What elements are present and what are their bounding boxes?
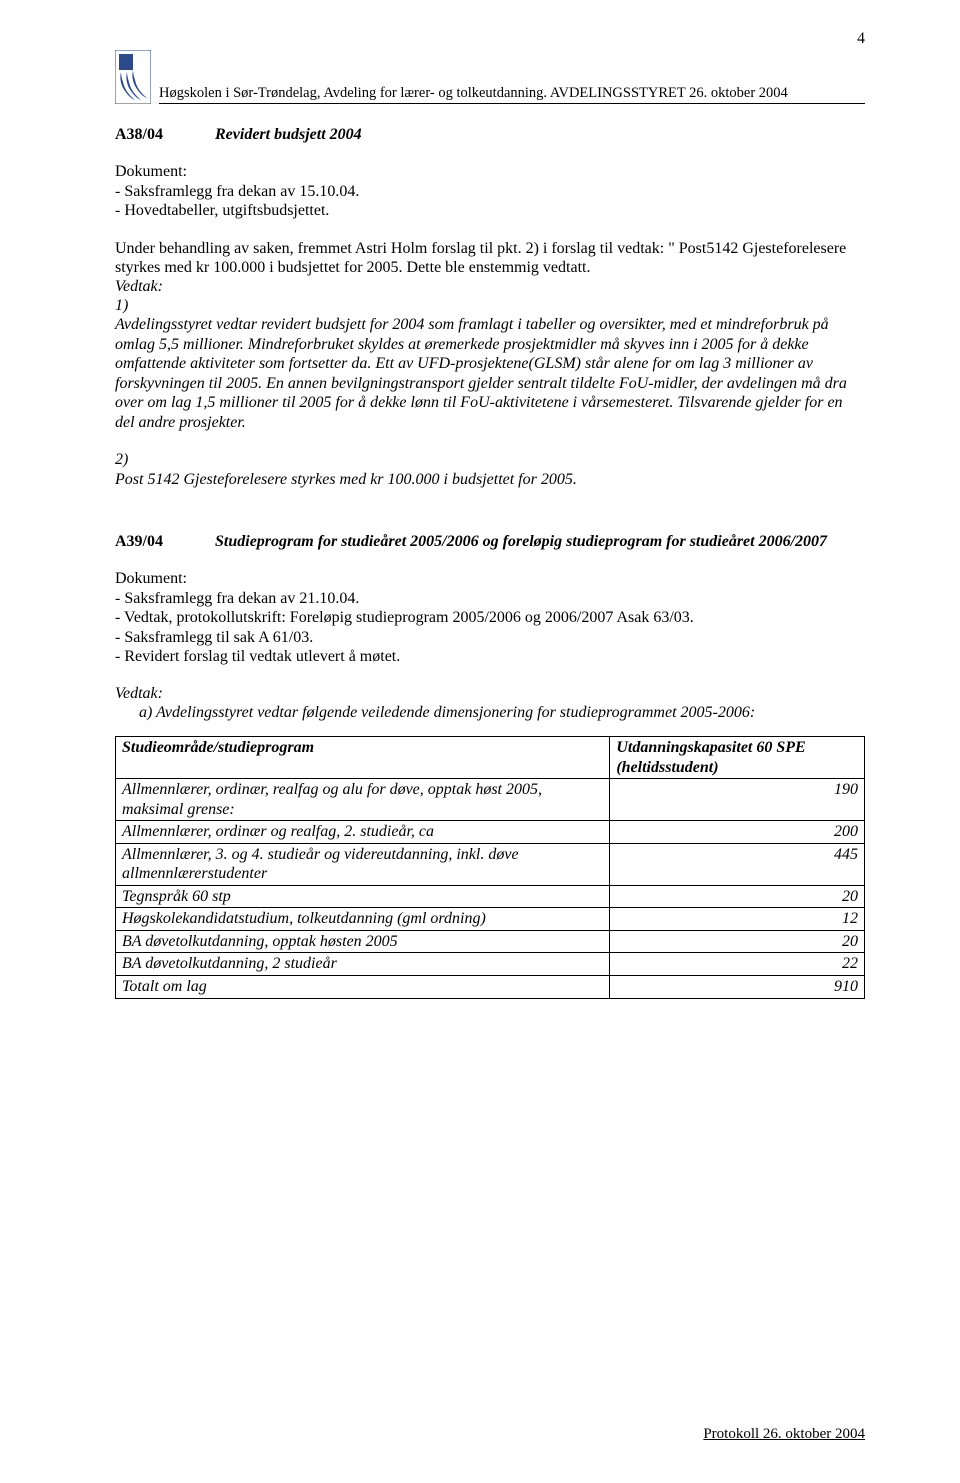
- table-cell-value: 12: [610, 908, 865, 931]
- a39-doc-line-4: - Revidert forslag til vedtak utlevert å…: [115, 648, 400, 665]
- table-row: Totalt om lag 910: [116, 975, 865, 998]
- a38-behandling-para: Under behandling av saken, fremmet Astri…: [115, 239, 865, 278]
- table-cell-label: Allmennlærer, 3. og 4. studieår og vider…: [116, 843, 610, 885]
- a38-vedtak-label: Vedtak:: [115, 278, 865, 296]
- table-row: Allmennlærer, ordinær, realfag og alu fo…: [116, 779, 865, 821]
- section-a38-title-row: A38/04 Revidert budsjett 2004: [115, 126, 865, 144]
- a38-dokument-block: Dokument: - Saksframlegg fra dekan av 15…: [115, 162, 865, 221]
- a39-dokument-block: Dokument: - Saksframlegg fra dekan av 21…: [115, 569, 865, 667]
- table-row: Allmennlærer, ordinær og realfag, 2. stu…: [116, 821, 865, 844]
- table-cell-value: 20: [610, 885, 865, 908]
- section-id-a38: A38/04: [115, 126, 215, 144]
- table-header-row: Studieområde/studieprogram Utdanningskap…: [116, 737, 865, 779]
- table-cell-value: 20: [610, 930, 865, 953]
- a39-doc-line-3: - Saksframlegg til sak A 61/03.: [115, 629, 313, 646]
- a38-doc-line-2: - Hovedtabeller, utgiftsbudsjettet.: [115, 202, 329, 219]
- page-number: 4: [857, 30, 865, 48]
- a39-doc-line-1: - Saksframlegg fra dekan av 21.10.04.: [115, 590, 359, 607]
- a38-vedtak-item-1: 1) Avdelingsstyret vedtar revidert budsj…: [115, 296, 865, 433]
- col2-line2: (heltidsstudent): [616, 759, 718, 776]
- table-cell-label: Allmennlærer, ordinær, realfag og alu fo…: [116, 779, 610, 821]
- a38-item1-num: 1): [115, 297, 128, 314]
- table-cell-value: 190: [610, 779, 865, 821]
- table-cell-label: Allmennlærer, ordinær og realfag, 2. stu…: [116, 821, 610, 844]
- a39-vedtak-label: Vedtak:: [115, 685, 865, 703]
- section-title-a39: Studieprogram for studieåret 2005/2006 o…: [215, 533, 865, 551]
- table-col1-header: Studieområde/studieprogram: [116, 737, 610, 779]
- table-cell-label: BA døvetolkutdanning, opptak høsten 2005: [116, 930, 610, 953]
- a38-item2-num: 2): [115, 451, 128, 468]
- table-cell-label: BA døvetolkutdanning, 2 studieår: [116, 953, 610, 976]
- table-cell-value: 445: [610, 843, 865, 885]
- a38-item2-text: Post 5142 Gjesteforelesere styrkes med k…: [115, 471, 577, 488]
- document-page: 4 Høgskolen i Sør-Trøndelag, Avdeling fo…: [0, 0, 960, 1483]
- a38-vedtak-item-2: 2) Post 5142 Gjesteforelesere styrkes me…: [115, 450, 865, 489]
- table-cell-value: 200: [610, 821, 865, 844]
- study-program-table: Studieområde/studieprogram Utdanningskap…: [115, 736, 865, 998]
- section-id-a39: A39/04: [115, 533, 215, 551]
- table-cell-value: 22: [610, 953, 865, 976]
- section-spacer: [115, 507, 865, 533]
- section-a39-title-row: A39/04 Studieprogram for studieåret 2005…: [115, 533, 865, 551]
- table-row: BA døvetolkutdanning, 2 studieår 22: [116, 953, 865, 976]
- page-footer: Protokoll 26. oktober 2004: [703, 1426, 865, 1443]
- a38-item1-text: Avdelingsstyret vedtar revidert budsjett…: [115, 316, 847, 431]
- table-cell-value: 910: [610, 975, 865, 998]
- dokument-label: Dokument:: [115, 163, 187, 180]
- table-row: Tegnspråk 60 stp 20: [116, 885, 865, 908]
- col2-line1: Utdanningskapasitet 60 SPE: [616, 739, 805, 756]
- table-row: Allmennlærer, 3. og 4. studieår og vider…: [116, 843, 865, 885]
- table-cell-label: Tegnspråk 60 stp: [116, 885, 610, 908]
- table-col2-header: Utdanningskapasitet 60 SPE (heltidsstude…: [610, 737, 865, 779]
- table-row: Høgskolekandidatstudium, tolkeutdanning …: [116, 908, 865, 931]
- section-title-a38: Revidert budsjett 2004: [215, 126, 362, 144]
- a39-doc-line-2: - Vedtak, protokollutskrift: Foreløpig s…: [115, 609, 694, 626]
- dokument-label-a39: Dokument:: [115, 570, 187, 587]
- a39-vedtak-a: a) Avdelingsstyret vedtar følgende veile…: [115, 703, 865, 723]
- header-institution-line: Høgskolen i Sør-Trøndelag, Avdeling for …: [159, 85, 865, 104]
- table-cell-label: Høgskolekandidatstudium, tolkeutdanning …: [116, 908, 610, 931]
- a38-doc-line-1: - Saksframlegg fra dekan av 15.10.04.: [115, 183, 359, 200]
- institution-logo-icon: [115, 50, 151, 104]
- document-header: Høgskolen i Sør-Trøndelag, Avdeling for …: [115, 50, 865, 104]
- table-cell-label: Totalt om lag: [116, 975, 610, 998]
- table-row: BA døvetolkutdanning, opptak høsten 2005…: [116, 930, 865, 953]
